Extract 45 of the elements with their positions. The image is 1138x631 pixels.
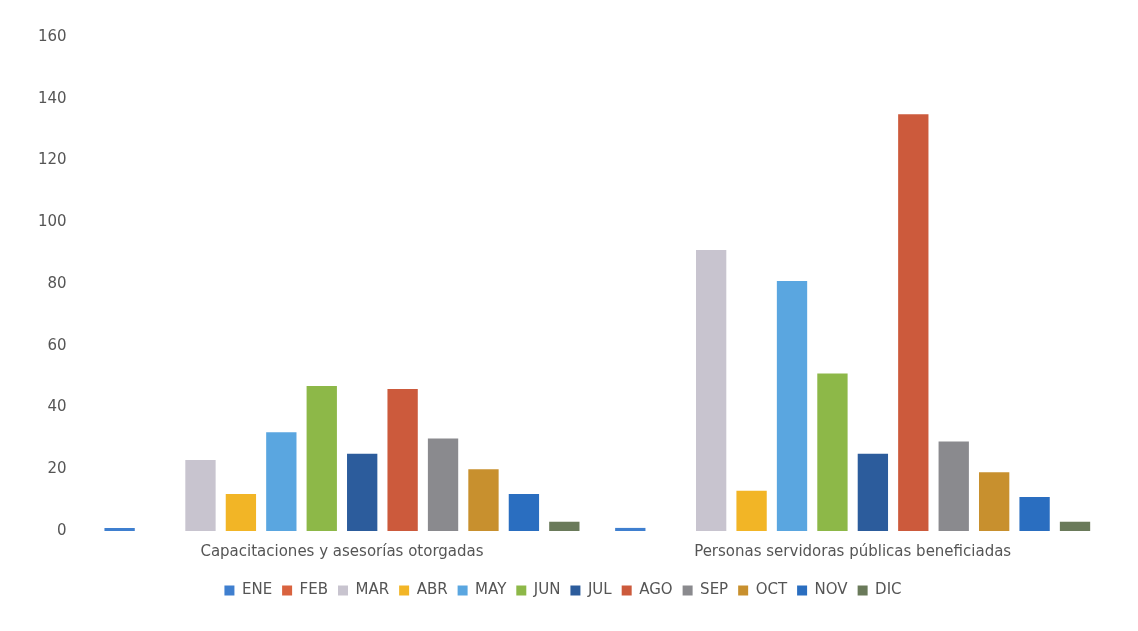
bar <box>266 432 297 531</box>
y-tick-label: 40 <box>47 397 67 416</box>
bar <box>185 459 216 531</box>
bar <box>938 441 969 531</box>
bar <box>817 373 848 531</box>
y-tick-label: 120 <box>37 150 67 169</box>
bar <box>468 469 499 531</box>
y-tick-label: 80 <box>47 273 67 292</box>
legend-label: AGO <box>639 580 673 599</box>
bar <box>857 453 889 531</box>
bar <box>1059 521 1091 531</box>
bar <box>225 493 257 531</box>
legend-label: ABR <box>416 580 448 599</box>
bar <box>1019 497 1050 531</box>
legend-label: JUN <box>532 580 561 599</box>
legend-label: JUL <box>586 580 613 599</box>
bar <box>508 493 540 531</box>
y-tick-label: 160 <box>37 26 67 45</box>
legend-label: DIC <box>875 580 902 599</box>
bar <box>695 250 727 531</box>
bar <box>979 472 1010 531</box>
legend-label: FEB <box>299 580 329 599</box>
y-tick-label: 0 <box>57 520 67 539</box>
legend-label: SEP <box>700 580 729 599</box>
legend-label: MAR <box>355 580 390 599</box>
bar <box>306 385 337 531</box>
bar <box>387 388 418 531</box>
x-tick-label: Personas servidoras públicas beneficiadas <box>694 541 1012 560</box>
legend-label: MAY <box>475 580 508 599</box>
y-tick-label: 140 <box>37 88 67 107</box>
y-tick-label: 60 <box>47 335 67 354</box>
bar <box>736 490 767 531</box>
bar <box>776 280 808 531</box>
bar <box>347 453 378 531</box>
legend-label: ENE <box>241 580 273 599</box>
legend-label: NOV <box>814 580 849 599</box>
bar <box>104 527 135 531</box>
bar <box>549 521 580 531</box>
y-tick-label: 100 <box>37 212 67 231</box>
y-tick-label: 20 <box>47 459 67 478</box>
legend-label: OCT <box>755 580 788 599</box>
bar <box>615 527 646 531</box>
bar <box>427 438 459 531</box>
bar <box>898 114 929 531</box>
x-tick-label: Capacitaciones y asesorías otorgadas <box>200 541 484 560</box>
